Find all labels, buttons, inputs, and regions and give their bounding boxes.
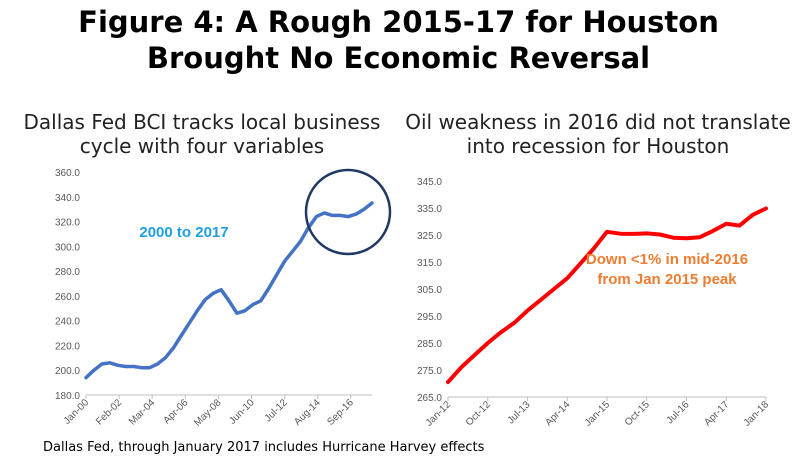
y-tick-label: 265.0 (417, 393, 442, 404)
figure-title-line-2: Brought No Economic Reversal (146, 41, 651, 75)
y-tick-label: 305.0 (417, 285, 442, 296)
right-chart-title-line-2: into recession for Houston (466, 134, 730, 158)
y-tick-label: 335.0 (417, 204, 442, 215)
y-tick-label: 295.0 (417, 312, 442, 323)
x-tick-label: Jul-13 (506, 399, 533, 426)
y-tick-label: 260.0 (55, 292, 80, 303)
y-tick-label: 315.0 (417, 258, 442, 269)
right-annotation-line: from Jan 2015 peak (597, 271, 737, 288)
y-tick-label: 320.0 (55, 218, 80, 229)
x-tick-label: Oct-12 (464, 399, 493, 428)
y-tick-label: 280.0 (55, 267, 80, 278)
y-tick-label: 300.0 (55, 242, 80, 253)
x-tick-label: Apr-17 (702, 399, 731, 428)
y-tick-label: 360.0 (55, 168, 80, 179)
left-chart-title: Dallas Fed BCI tracks local business cyc… (12, 110, 392, 158)
x-tick-label: Jan-18 (742, 399, 772, 429)
y-tick-label: 340.0 (55, 193, 80, 204)
y-tick-label: 240.0 (55, 317, 80, 328)
figure-title-line-1: Figure 4: A Rough 2015-17 for Houston (78, 5, 719, 39)
series-line (446, 206, 768, 385)
y-tick-label: 200.0 (55, 366, 80, 377)
right-chart-title-line-1: Oil weakness in 2016 did not translate (405, 110, 791, 134)
x-tick-label: Jul-16 (665, 399, 692, 426)
series-line (84, 201, 374, 380)
y-tick-label: 275.0 (417, 366, 442, 377)
right-annotation-line: Down <1% in mid-2016 (586, 251, 748, 268)
y-tick-label: 325.0 (417, 231, 442, 242)
right-chart-title: Oil weakness in 2016 did not translate i… (403, 110, 793, 158)
y-tick-label: 285.0 (417, 339, 442, 350)
x-tick-label: Apr-14 (543, 399, 572, 428)
x-tick-label: Jan-15 (583, 399, 613, 429)
left-chart-title-line-1: Dallas Fed BCI tracks local business (23, 110, 381, 134)
x-tick-label: Oct-15 (623, 399, 652, 428)
left-chart-title-line-2: cycle with four variables (79, 134, 325, 158)
y-tick-label: 220.0 (55, 341, 80, 352)
source-note: Dallas Fed, through January 2017 include… (43, 440, 485, 455)
y-tick-label: 345.0 (417, 177, 442, 188)
left-annotation: 2000 to 2017 (139, 224, 228, 241)
y-tick-label: 180.0 (55, 391, 80, 402)
highlight-circle (304, 168, 392, 256)
